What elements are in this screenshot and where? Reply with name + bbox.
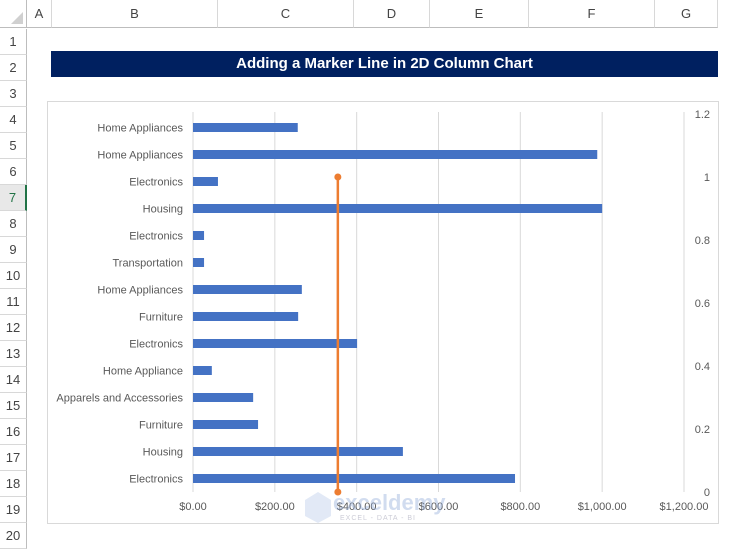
secondary-y-tick-label: 0.2: [695, 424, 710, 436]
column-header-A[interactable]: A: [27, 0, 52, 28]
bar: [193, 366, 212, 375]
x-tick-label: $1,000.00: [578, 501, 627, 513]
chart-title-banner: Adding a Marker Line in 2D Column Chart: [51, 51, 718, 77]
bar: [193, 339, 358, 348]
column-header-G[interactable]: G: [655, 0, 718, 28]
column-header-C[interactable]: C: [218, 0, 354, 28]
bar: [193, 177, 218, 186]
category-label: Home Appliances: [97, 123, 183, 135]
column-header-F[interactable]: F: [529, 0, 655, 28]
row-header-17[interactable]: 17: [0, 445, 27, 471]
x-tick-label: $800.00: [500, 501, 540, 513]
x-tick-label: $1,200.00: [660, 501, 709, 513]
row-header-3[interactable]: 3: [0, 81, 27, 107]
category-label: Housing: [143, 204, 183, 216]
row-header-10[interactable]: 10: [0, 263, 27, 289]
bar: [193, 285, 302, 294]
bar: [193, 447, 403, 456]
secondary-y-tick-label: 1.2: [695, 109, 710, 121]
bar: [193, 474, 516, 483]
row-header-4[interactable]: 4: [0, 107, 27, 133]
category-label: Apparels and Accessories: [56, 393, 183, 405]
category-label: Electronics: [129, 339, 183, 351]
category-label: Home Appliances: [97, 285, 183, 297]
x-tick-label: $600.00: [419, 501, 459, 513]
marker-point: [334, 488, 342, 496]
row-header-1[interactable]: 1: [0, 29, 27, 55]
secondary-y-tick-label: 1: [704, 172, 710, 184]
bar: [193, 420, 259, 429]
bar: [193, 258, 205, 267]
select-all-corner[interactable]: [0, 0, 27, 28]
secondary-y-tick-label: 0: [704, 487, 710, 499]
row-header-19[interactable]: 19: [0, 497, 27, 523]
x-tick-label: $200.00: [255, 501, 295, 513]
secondary-y-tick-label: 0.6: [695, 298, 710, 310]
x-tick-label: $400.00: [337, 501, 377, 513]
category-label: Electronics: [129, 177, 183, 189]
watermark-brand: exceldemy: [333, 490, 446, 515]
bar: [193, 393, 254, 402]
row-header-9[interactable]: 9: [0, 237, 27, 263]
x-tick-label: $0.00: [179, 501, 207, 513]
row-header-18[interactable]: 18: [0, 471, 27, 497]
row-header-15[interactable]: 15: [0, 393, 27, 419]
row-header-5[interactable]: 5: [0, 133, 27, 159]
row-header-16[interactable]: 16: [0, 419, 27, 445]
category-label: Furniture: [139, 312, 183, 324]
row-header-2[interactable]: 2: [0, 55, 27, 81]
row-header-7[interactable]: 7: [0, 185, 27, 211]
category-label: Home Appliances: [97, 150, 183, 162]
column-header-B[interactable]: B: [52, 0, 218, 28]
row-header-14[interactable]: 14: [0, 367, 27, 393]
category-label: Home Appliance: [103, 366, 183, 378]
bar: [193, 123, 298, 132]
row-header-8[interactable]: 8: [0, 211, 27, 237]
watermark-icon: [305, 492, 331, 523]
row-header-11[interactable]: 11: [0, 289, 27, 315]
marker-point: [334, 173, 342, 181]
column-header-E[interactable]: E: [430, 0, 529, 28]
bar: [193, 204, 603, 213]
category-label: Transportation: [112, 258, 183, 270]
bar: [193, 231, 205, 240]
bar-chart[interactable]: $0.00 $200.00 $400.00 $600.00 $800.00 $1,000.…: [47, 101, 719, 524]
row-header-6[interactable]: 6: [0, 159, 27, 185]
row-header-13[interactable]: 13: [0, 341, 27, 367]
row-header-20[interactable]: 20: [0, 523, 27, 549]
row-header-12[interactable]: 12: [0, 315, 27, 341]
category-label: Housing: [143, 447, 183, 459]
category-label: Electronics: [129, 474, 183, 486]
secondary-y-tick-label: 0.4: [695, 361, 710, 373]
column-header-D[interactable]: D: [354, 0, 430, 28]
bar: [193, 150, 598, 159]
category-label: Furniture: [139, 420, 183, 432]
category-label: Electronics: [129, 231, 183, 243]
secondary-y-tick-label: 0.8: [695, 235, 710, 247]
bar: [193, 312, 299, 321]
watermark-tagline: EXCEL - DATA - BI: [340, 515, 416, 522]
